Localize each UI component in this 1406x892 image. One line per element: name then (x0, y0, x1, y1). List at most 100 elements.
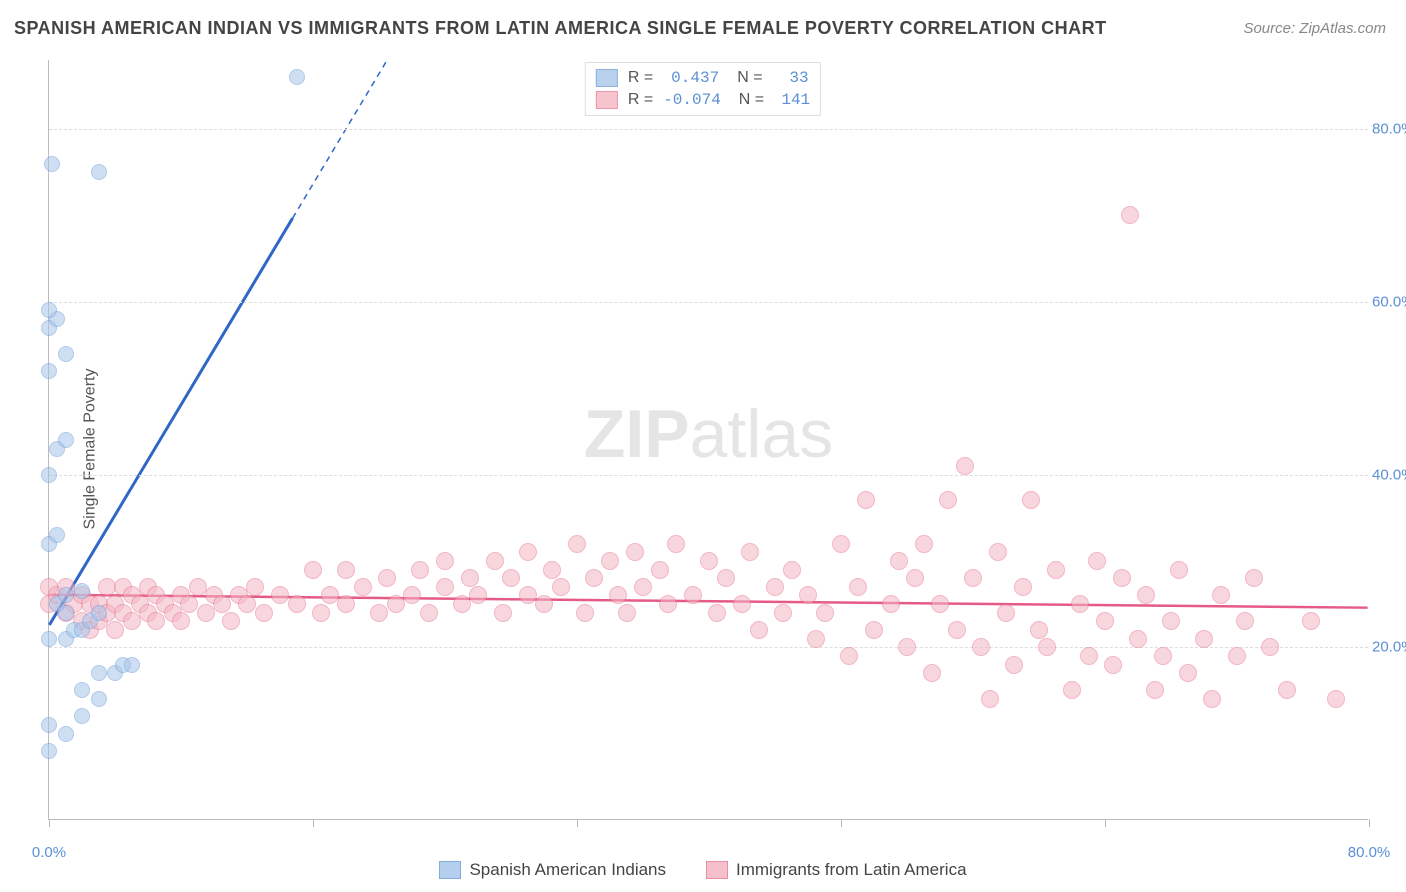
scatter-point (91, 665, 107, 681)
scatter-point (1154, 647, 1172, 665)
scatter-point (486, 552, 504, 570)
scatter-point (172, 612, 190, 630)
scatter-point (849, 578, 867, 596)
scatter-point (535, 595, 553, 613)
scatter-point (890, 552, 908, 570)
scatter-point (91, 164, 107, 180)
scatter-point (865, 621, 883, 639)
x-tick (313, 819, 314, 827)
plot-area: ZIPatlas 20.0%40.0%60.0%80.0%0.0%80.0% (48, 60, 1368, 820)
scatter-point (774, 604, 792, 622)
scatter-point (91, 605, 107, 621)
y-tick-label: 80.0% (1372, 121, 1406, 138)
scatter-point (58, 726, 74, 742)
scatter-point (956, 457, 974, 475)
scatter-point (906, 569, 924, 587)
correlation-legend: R =0.437N =33R =-0.074N =141 (585, 62, 821, 116)
watermark: ZIPatlas (584, 394, 833, 472)
series-legend-label: Spanish American Indians (469, 860, 666, 880)
series-legend: Spanish American Indians Immigrants from … (0, 860, 1406, 880)
scatter-point (1212, 586, 1230, 604)
scatter-point (989, 543, 1007, 561)
correlation-legend-row: R =0.437N =33 (596, 67, 810, 89)
scatter-point (626, 543, 644, 561)
scatter-point (1063, 681, 1081, 699)
scatter-point (378, 569, 396, 587)
scatter-point (197, 604, 215, 622)
gridline (49, 647, 1368, 648)
scatter-point (1261, 638, 1279, 656)
scatter-point (981, 690, 999, 708)
scatter-point (106, 621, 124, 639)
scatter-point (659, 595, 677, 613)
scatter-point (997, 604, 1015, 622)
scatter-point (915, 535, 933, 553)
gridline (49, 302, 1368, 303)
scatter-point (1162, 612, 1180, 630)
scatter-point (807, 630, 825, 648)
series-legend-label: Immigrants from Latin America (736, 860, 967, 880)
scatter-point (1137, 586, 1155, 604)
scatter-point (288, 595, 306, 613)
scatter-point (576, 604, 594, 622)
n-value: 33 (773, 69, 809, 87)
trend-lines-layer (49, 60, 1368, 819)
scatter-point (1022, 491, 1040, 509)
scatter-point (1302, 612, 1320, 630)
scatter-point (502, 569, 520, 587)
source-attribution: Source: ZipAtlas.com (1243, 20, 1386, 37)
scatter-point (766, 578, 784, 596)
scatter-point (700, 552, 718, 570)
scatter-point (41, 631, 57, 647)
scatter-point (783, 561, 801, 579)
scatter-point (436, 552, 454, 570)
scatter-point (41, 302, 57, 318)
scatter-point (41, 743, 57, 759)
n-label: N = (739, 91, 764, 109)
gridline (49, 475, 1368, 476)
series-legend-item: Spanish American Indians (439, 860, 666, 880)
scatter-point (58, 346, 74, 362)
scatter-point (124, 657, 140, 673)
scatter-point (948, 621, 966, 639)
scatter-point (1080, 647, 1098, 665)
scatter-point (552, 578, 570, 596)
scatter-point (923, 664, 941, 682)
scatter-point (246, 578, 264, 596)
x-tick (841, 819, 842, 827)
scatter-point (585, 569, 603, 587)
x-tick (577, 819, 578, 827)
scatter-point (123, 612, 141, 630)
scatter-point (41, 363, 57, 379)
watermark-zip: ZIP (584, 395, 690, 471)
scatter-point (1236, 612, 1254, 630)
series-legend-item: Immigrants from Latin America (706, 860, 967, 880)
legend-swatch (439, 861, 461, 879)
scatter-point (49, 527, 65, 543)
scatter-point (857, 491, 875, 509)
y-tick-label: 40.0% (1372, 466, 1406, 483)
scatter-point (651, 561, 669, 579)
scatter-point (1088, 552, 1106, 570)
correlation-legend-row: R =-0.074N =141 (596, 89, 810, 111)
scatter-point (469, 586, 487, 604)
chart-title: SPANISH AMERICAN INDIAN VS IMMIGRANTS FR… (14, 18, 1107, 39)
scatter-point (972, 638, 990, 656)
scatter-point (74, 708, 90, 724)
scatter-point (304, 561, 322, 579)
n-label: N = (737, 69, 762, 87)
scatter-point (255, 604, 273, 622)
scatter-point (74, 682, 90, 698)
scatter-point (840, 647, 858, 665)
scatter-point (1129, 630, 1147, 648)
scatter-point (1014, 578, 1032, 596)
scatter-point (58, 587, 74, 603)
scatter-point (147, 612, 165, 630)
scatter-point (568, 535, 586, 553)
scatter-point (436, 578, 454, 596)
scatter-point (816, 604, 834, 622)
scatter-point (1030, 621, 1048, 639)
scatter-point (337, 595, 355, 613)
scatter-point (1096, 612, 1114, 630)
legend-swatch (596, 69, 618, 87)
